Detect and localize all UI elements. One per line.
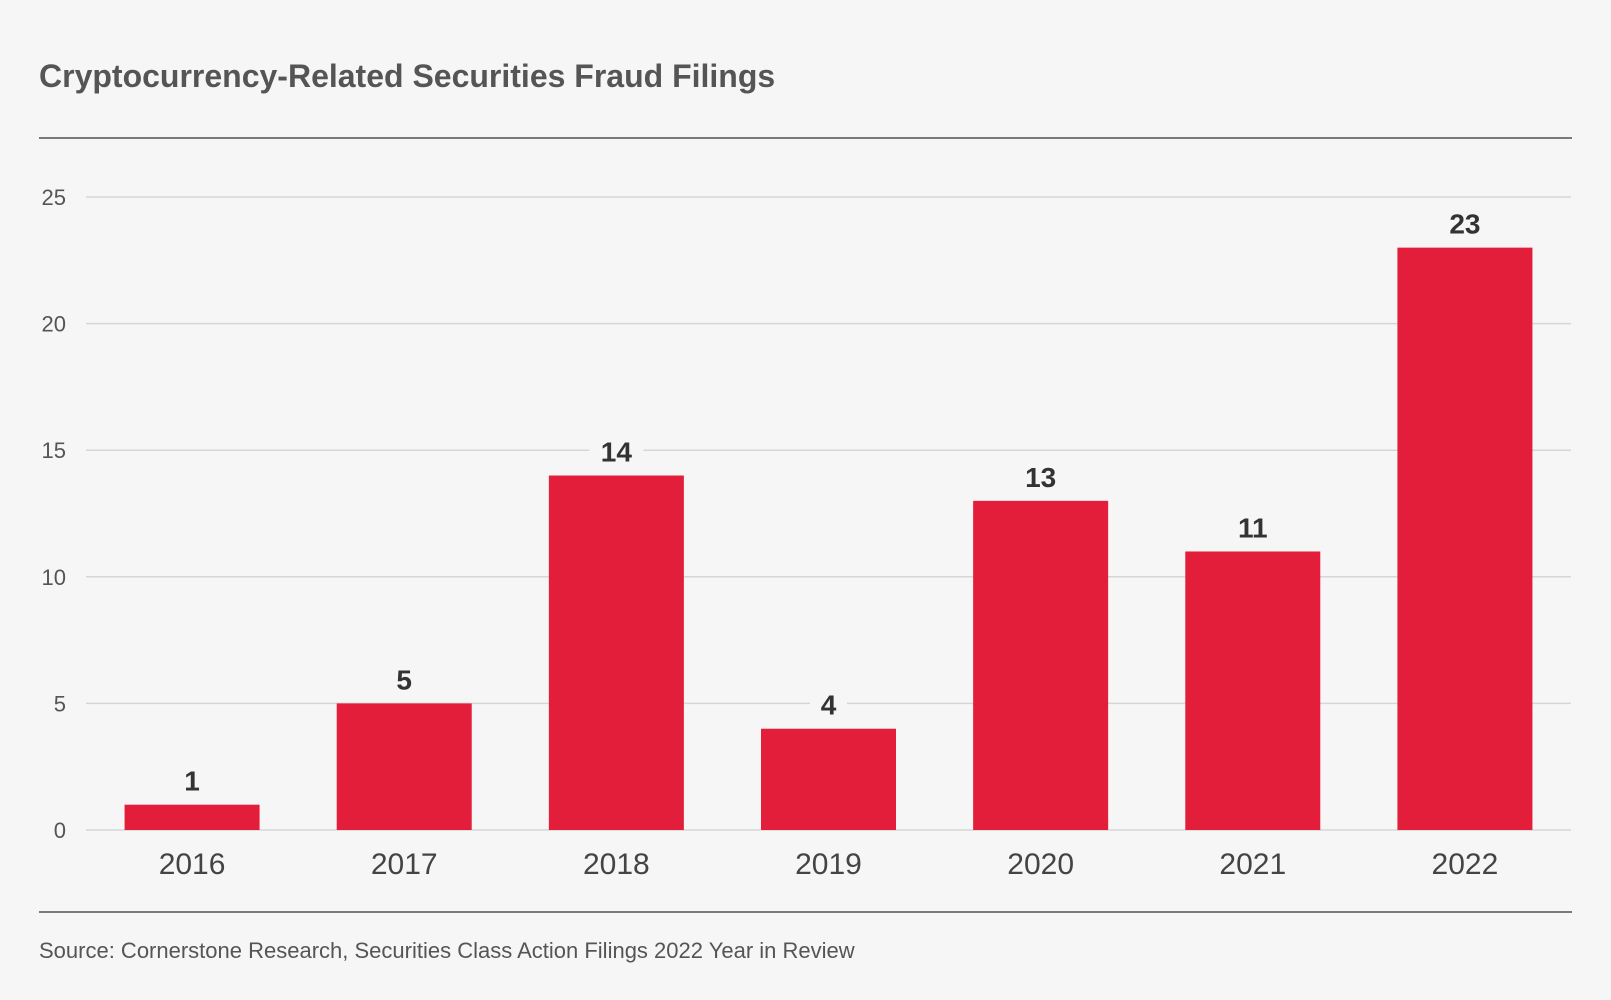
x-category-label: 2019 xyxy=(795,848,862,881)
y-tick-label: 5 xyxy=(54,691,66,716)
data-label-background xyxy=(173,764,211,797)
data-label: 14 xyxy=(601,437,633,468)
y-axis-ticks: 0 5 10 15 20 25 xyxy=(42,185,66,843)
data-label: 5 xyxy=(396,664,412,695)
bars xyxy=(124,247,1533,830)
data-label-background xyxy=(385,663,423,696)
x-category-label: 2018 xyxy=(583,848,650,881)
bar-2020 xyxy=(973,500,1109,830)
data-label: 13 xyxy=(1025,462,1056,493)
data-label-background xyxy=(810,688,847,721)
y-tick-label: 25 xyxy=(42,185,66,210)
x-category-label: 2017 xyxy=(371,848,438,881)
data-label: 1 xyxy=(184,766,200,797)
bar-2018 xyxy=(548,475,684,830)
chart-title: Cryptocurrency-Related Securities Fraud … xyxy=(39,58,776,94)
x-category-label: 2020 xyxy=(1007,848,1074,881)
bottom-divider xyxy=(39,911,1572,913)
data-label-background xyxy=(589,435,644,468)
source-note: Source: Cornerstone Research, Securities… xyxy=(39,938,855,963)
data-label: 23 xyxy=(1449,209,1480,240)
bar-2022 xyxy=(1397,247,1533,830)
x-category-label: 2016 xyxy=(159,848,226,881)
data-label: 11 xyxy=(1238,512,1268,543)
y-tick-label: 15 xyxy=(42,438,66,463)
bar-2017 xyxy=(336,703,472,830)
data-labels: 1 5 14 4 13 11 23 xyxy=(173,207,1492,797)
data-label-background xyxy=(1013,460,1068,493)
data-label-background xyxy=(1437,207,1492,240)
bar-2019 xyxy=(761,728,896,830)
x-category-label: 2022 xyxy=(1432,848,1499,881)
data-label: 4 xyxy=(821,690,837,721)
y-tick-label: 10 xyxy=(42,565,66,590)
data-label-background xyxy=(1225,511,1280,544)
top-divider xyxy=(39,137,1572,139)
y-tick-label: 20 xyxy=(42,312,66,337)
bar-2021 xyxy=(1185,551,1321,830)
bar-2016 xyxy=(124,804,260,830)
x-category-label: 2021 xyxy=(1219,848,1286,881)
x-axis-categories: 2016 2017 2018 2019 2020 2021 2022 xyxy=(159,848,1499,881)
y-tick-label: 0 xyxy=(54,818,66,843)
